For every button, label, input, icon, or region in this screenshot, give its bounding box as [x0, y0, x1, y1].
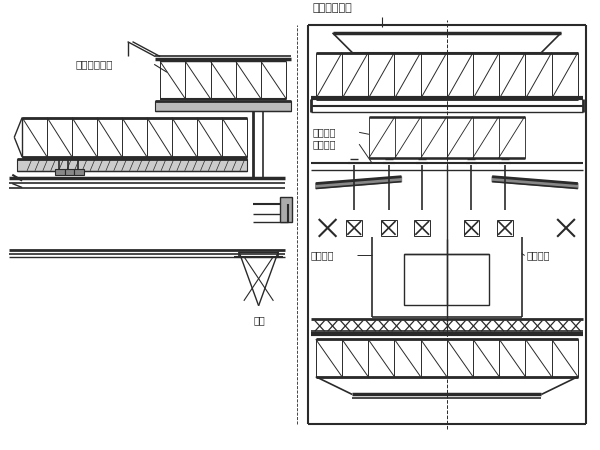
Bar: [381, 220, 397, 236]
Bar: [414, 220, 430, 236]
Bar: [280, 198, 292, 222]
Bar: [346, 220, 362, 236]
Bar: [464, 220, 479, 236]
Text: 底篹: 底篹: [254, 315, 265, 326]
Bar: [404, 253, 489, 305]
Text: 吊挂系统: 吊挂系统: [311, 251, 334, 261]
Polygon shape: [492, 177, 578, 189]
Text: 前后上横析架: 前后上横析架: [313, 3, 353, 13]
Polygon shape: [316, 177, 401, 189]
Text: 前后上横析架: 前后上横析架: [76, 59, 113, 69]
Text: 主析系统: 主析系统: [313, 127, 337, 137]
Bar: [55, 169, 65, 175]
Text: 走行系统: 走行系统: [313, 139, 337, 149]
Bar: [65, 169, 74, 175]
Bar: [497, 220, 513, 236]
Bar: [155, 101, 291, 111]
Bar: [74, 169, 84, 175]
Bar: [17, 159, 247, 171]
Text: 底模系统: 底模系统: [527, 251, 550, 261]
